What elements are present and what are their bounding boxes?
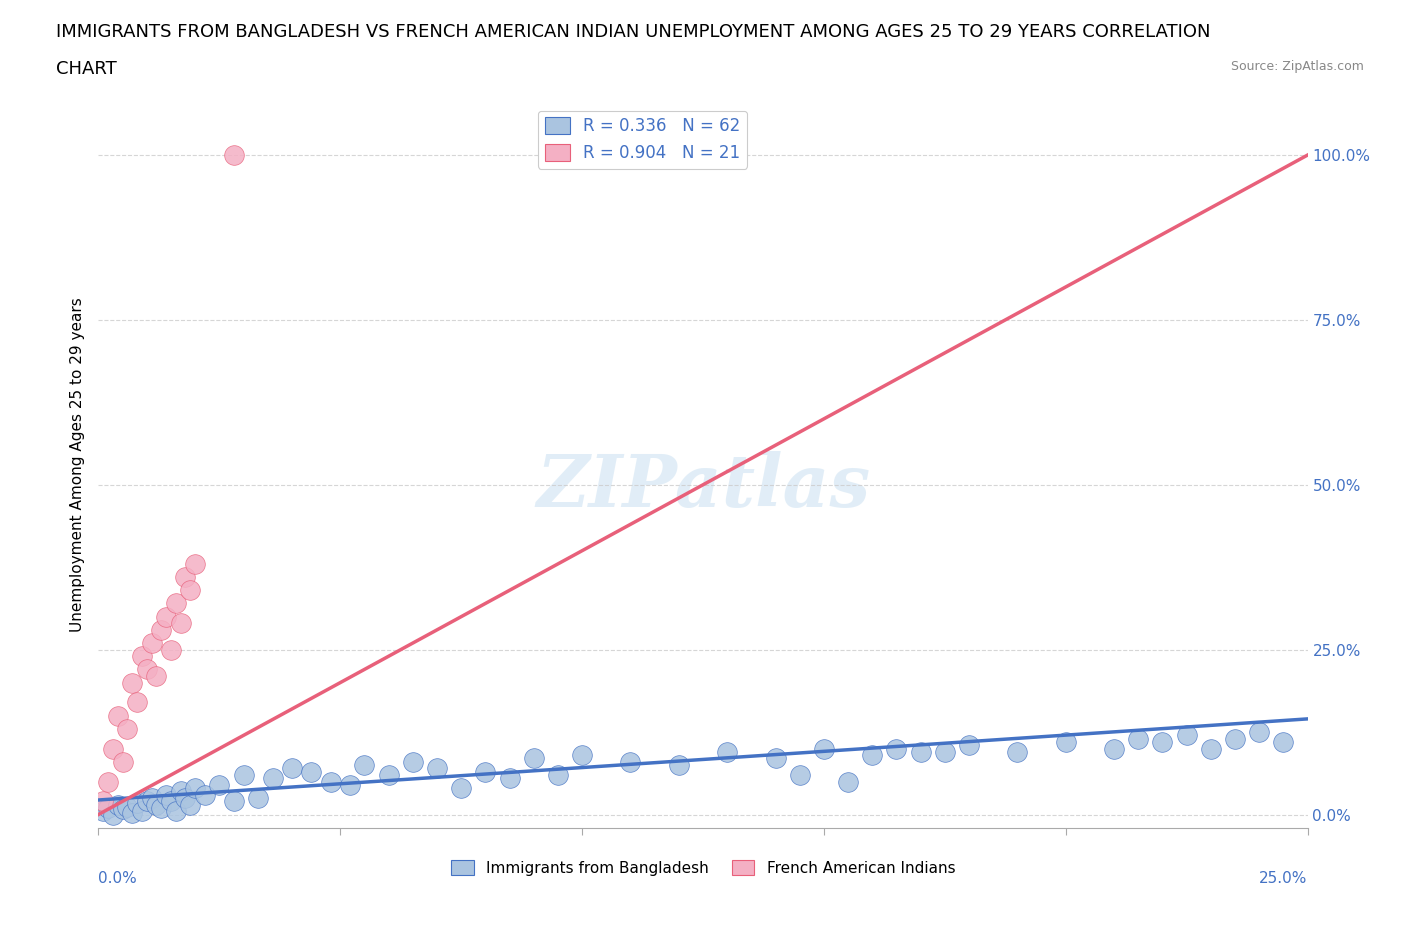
Point bbox=[165, 596, 187, 611]
Point bbox=[174, 570, 197, 585]
Point bbox=[1102, 741, 1125, 756]
Point bbox=[789, 767, 811, 782]
Point bbox=[107, 708, 129, 723]
Point bbox=[910, 744, 932, 759]
Point bbox=[155, 788, 177, 803]
Point bbox=[1223, 731, 1246, 746]
Point bbox=[262, 771, 284, 786]
Point bbox=[117, 722, 139, 737]
Text: ZIPatlas: ZIPatlas bbox=[536, 451, 870, 523]
Point bbox=[450, 780, 472, 795]
Point bbox=[1152, 735, 1174, 750]
Point bbox=[179, 797, 201, 812]
Point bbox=[135, 794, 157, 809]
Point bbox=[837, 774, 859, 789]
Point bbox=[179, 583, 201, 598]
Point bbox=[97, 774, 120, 789]
Point bbox=[299, 764, 322, 779]
Point bbox=[1199, 741, 1222, 756]
Point bbox=[886, 741, 908, 756]
Point bbox=[101, 807, 124, 822]
Point bbox=[1128, 731, 1150, 746]
Point bbox=[150, 622, 173, 637]
Point bbox=[155, 609, 177, 624]
Point bbox=[150, 801, 173, 816]
Point bbox=[474, 764, 496, 779]
Point bbox=[523, 751, 546, 766]
Text: 25.0%: 25.0% bbox=[1260, 871, 1308, 886]
Point bbox=[135, 662, 157, 677]
Point bbox=[208, 777, 231, 792]
Point bbox=[668, 758, 690, 773]
Point bbox=[141, 635, 163, 650]
Point bbox=[1054, 735, 1077, 750]
Point bbox=[319, 774, 342, 789]
Point bbox=[131, 649, 153, 664]
Point bbox=[247, 790, 270, 805]
Point bbox=[169, 616, 191, 631]
Point bbox=[169, 784, 191, 799]
Point bbox=[117, 799, 139, 814]
Point bbox=[1175, 728, 1198, 743]
Point bbox=[121, 675, 143, 690]
Point bbox=[97, 801, 120, 816]
Point bbox=[498, 771, 520, 786]
Point bbox=[934, 744, 956, 759]
Point bbox=[160, 794, 183, 809]
Text: CHART: CHART bbox=[56, 60, 117, 78]
Text: Source: ZipAtlas.com: Source: ZipAtlas.com bbox=[1230, 60, 1364, 73]
Point bbox=[194, 788, 217, 803]
Point bbox=[131, 804, 153, 818]
Point bbox=[184, 556, 207, 571]
Point bbox=[107, 797, 129, 812]
Text: 0.0%: 0.0% bbox=[98, 871, 138, 886]
Point bbox=[174, 790, 197, 805]
Legend: Immigrants from Bangladesh, French American Indians: Immigrants from Bangladesh, French Ameri… bbox=[444, 854, 962, 882]
Point bbox=[957, 737, 980, 752]
Point bbox=[716, 744, 738, 759]
Point bbox=[813, 741, 835, 756]
Point bbox=[232, 767, 254, 782]
Y-axis label: Unemployment Among Ages 25 to 29 years: Unemployment Among Ages 25 to 29 years bbox=[69, 298, 84, 632]
Point bbox=[1007, 744, 1029, 759]
Point bbox=[141, 790, 163, 805]
Point bbox=[160, 643, 183, 658]
Point bbox=[121, 805, 143, 820]
Point bbox=[222, 148, 245, 163]
Point bbox=[127, 795, 149, 810]
Point bbox=[426, 761, 449, 776]
Point bbox=[145, 669, 167, 684]
Point bbox=[91, 794, 114, 809]
Point bbox=[145, 797, 167, 812]
Point bbox=[353, 758, 375, 773]
Point bbox=[101, 741, 124, 756]
Point bbox=[547, 767, 569, 782]
Point bbox=[127, 695, 149, 710]
Point bbox=[91, 804, 114, 818]
Point bbox=[377, 767, 399, 782]
Point bbox=[111, 802, 134, 817]
Point bbox=[1272, 735, 1295, 750]
Point bbox=[222, 794, 245, 809]
Point bbox=[402, 754, 425, 769]
Point bbox=[1249, 724, 1271, 739]
Point bbox=[765, 751, 787, 766]
Text: IMMIGRANTS FROM BANGLADESH VS FRENCH AMERICAN INDIAN UNEMPLOYMENT AMONG AGES 25 : IMMIGRANTS FROM BANGLADESH VS FRENCH AME… bbox=[56, 23, 1211, 41]
Point bbox=[281, 761, 304, 776]
Point bbox=[339, 777, 361, 792]
Point bbox=[619, 754, 641, 769]
Point bbox=[165, 804, 187, 818]
Point bbox=[111, 754, 134, 769]
Point bbox=[184, 780, 207, 795]
Point bbox=[860, 748, 883, 763]
Point bbox=[571, 748, 593, 763]
